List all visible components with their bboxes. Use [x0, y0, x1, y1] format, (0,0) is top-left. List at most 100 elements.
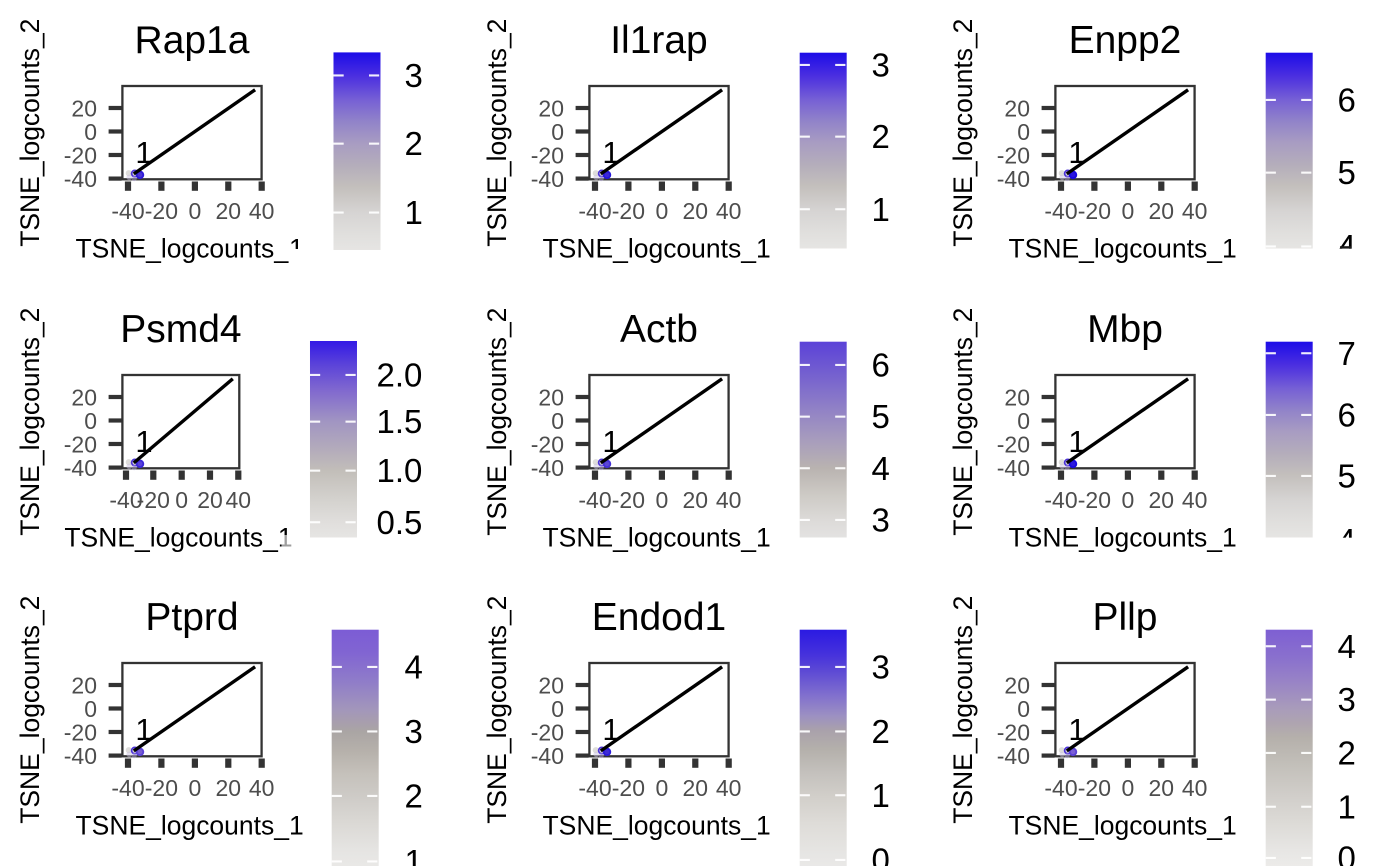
svg-text:TSNE_logcounts_1: TSNE_logcounts_1: [1009, 811, 1237, 841]
svg-text:0: 0: [188, 775, 201, 801]
svg-text:20: 20: [682, 198, 708, 224]
svg-text:40: 40: [226, 487, 252, 513]
svg-text:-20: -20: [611, 198, 644, 224]
svg-text:1: 1: [871, 777, 889, 814]
svg-text:2: 2: [1338, 735, 1356, 772]
svg-text:20: 20: [538, 384, 564, 410]
svg-text:Il1rap: Il1rap: [610, 19, 708, 62]
svg-text:6: 6: [1338, 396, 1356, 433]
svg-text:40: 40: [249, 775, 275, 801]
svg-text:40: 40: [1182, 198, 1208, 224]
svg-text:-40: -40: [578, 775, 611, 801]
svg-text:TSNE_logcounts_1: TSNE_logcounts_1: [75, 811, 303, 841]
svg-text:Endod1: Endod1: [591, 596, 725, 639]
svg-text:TSNE_logcounts_1: TSNE_logcounts_1: [1009, 522, 1237, 552]
svg-text:40: 40: [1182, 487, 1208, 513]
svg-text:1: 1: [135, 424, 152, 459]
svg-text:TSNE_logcounts_2: TSNE_logcounts_2: [948, 307, 978, 535]
svg-text:1: 1: [602, 424, 619, 459]
svg-text:-20: -20: [530, 142, 563, 168]
svg-text:-40: -40: [64, 455, 97, 481]
svg-text:20: 20: [1005, 95, 1031, 121]
svg-text:5: 5: [1338, 457, 1356, 494]
svg-text:-20: -20: [64, 720, 97, 746]
svg-text:-40: -40: [1045, 198, 1078, 224]
svg-text:-20: -20: [611, 487, 644, 513]
svg-text:-20: -20: [611, 775, 644, 801]
svg-text:2.0: 2.0: [376, 356, 422, 393]
svg-text:1: 1: [602, 712, 619, 747]
svg-text:7: 7: [1338, 334, 1356, 371]
svg-text:3: 3: [871, 501, 889, 538]
svg-text:2: 2: [404, 125, 422, 162]
svg-text:20: 20: [682, 487, 708, 513]
svg-text:TSNE_logcounts_1: TSNE_logcounts_1: [64, 522, 292, 552]
svg-text:0: 0: [1017, 119, 1030, 145]
svg-text:5: 5: [1338, 154, 1356, 191]
svg-text:1: 1: [135, 712, 152, 747]
svg-text:-40: -40: [64, 743, 97, 769]
svg-text:0: 0: [188, 198, 201, 224]
svg-text:5: 5: [871, 398, 889, 435]
svg-text:TSNE_logcounts_1: TSNE_logcounts_1: [542, 522, 770, 552]
svg-text:-40: -40: [111, 775, 144, 801]
svg-text:1: 1: [602, 135, 619, 170]
svg-text:0: 0: [175, 487, 188, 513]
svg-text:-40: -40: [1045, 775, 1078, 801]
svg-text:-20: -20: [1078, 487, 1111, 513]
svg-text:20: 20: [1149, 198, 1175, 224]
svg-text:40: 40: [716, 487, 742, 513]
svg-text:0: 0: [871, 842, 889, 866]
svg-text:40: 40: [249, 198, 275, 224]
svg-text:20: 20: [71, 95, 97, 121]
svg-text:0: 0: [655, 487, 668, 513]
svg-text:4: 4: [404, 649, 422, 686]
svg-text:0: 0: [551, 407, 564, 433]
svg-text:TSNE_logcounts_2: TSNE_logcounts_2: [482, 596, 512, 824]
svg-text:0: 0: [1122, 487, 1135, 513]
svg-text:TSNE_logcounts_2: TSNE_logcounts_2: [482, 307, 512, 535]
svg-text:1: 1: [1069, 712, 1086, 747]
svg-text:1.0: 1.0: [376, 452, 422, 489]
svg-text:-40: -40: [578, 487, 611, 513]
svg-text:40: 40: [716, 775, 742, 801]
svg-text:20: 20: [682, 775, 708, 801]
svg-text:TSNE_logcounts_1: TSNE_logcounts_1: [1009, 233, 1237, 263]
svg-text:-40: -40: [64, 166, 97, 192]
svg-text:0: 0: [1338, 840, 1356, 866]
svg-text:-20: -20: [997, 431, 1030, 457]
svg-text:-20: -20: [64, 142, 97, 168]
svg-text:20: 20: [1149, 487, 1175, 513]
svg-text:0: 0: [84, 696, 97, 722]
svg-text:20: 20: [71, 673, 97, 699]
svg-text:3: 3: [404, 713, 422, 750]
svg-text:Actb: Actb: [620, 308, 698, 351]
svg-text:0: 0: [1122, 198, 1135, 224]
svg-text:-40: -40: [111, 198, 144, 224]
svg-text:-40: -40: [530, 166, 563, 192]
svg-text:-20: -20: [530, 431, 563, 457]
svg-text:1: 1: [135, 135, 152, 170]
svg-text:-40: -40: [997, 166, 1030, 192]
svg-text:3: 3: [1338, 681, 1356, 718]
svg-text:20: 20: [216, 775, 242, 801]
svg-text:TSNE_logcounts_2: TSNE_logcounts_2: [482, 19, 512, 247]
svg-text:20: 20: [71, 384, 97, 410]
svg-text:-40: -40: [1045, 487, 1078, 513]
svg-text:1.5: 1.5: [376, 403, 422, 440]
svg-text:0: 0: [1017, 696, 1030, 722]
svg-text:2: 2: [404, 778, 422, 815]
svg-text:1: 1: [1069, 135, 1086, 170]
svg-text:-40: -40: [109, 487, 142, 513]
svg-text:0.5: 0.5: [376, 503, 422, 540]
svg-text:-40: -40: [530, 743, 563, 769]
svg-text:-20: -20: [145, 775, 178, 801]
svg-text:0: 0: [655, 775, 668, 801]
svg-text:TSNE_logcounts_1: TSNE_logcounts_1: [542, 233, 770, 263]
svg-text:2: 2: [871, 713, 889, 750]
svg-text:-20: -20: [997, 720, 1030, 746]
svg-text:-40: -40: [578, 198, 611, 224]
svg-text:1: 1: [1069, 424, 1086, 459]
svg-text:20: 20: [1149, 775, 1175, 801]
svg-text:0: 0: [655, 198, 668, 224]
